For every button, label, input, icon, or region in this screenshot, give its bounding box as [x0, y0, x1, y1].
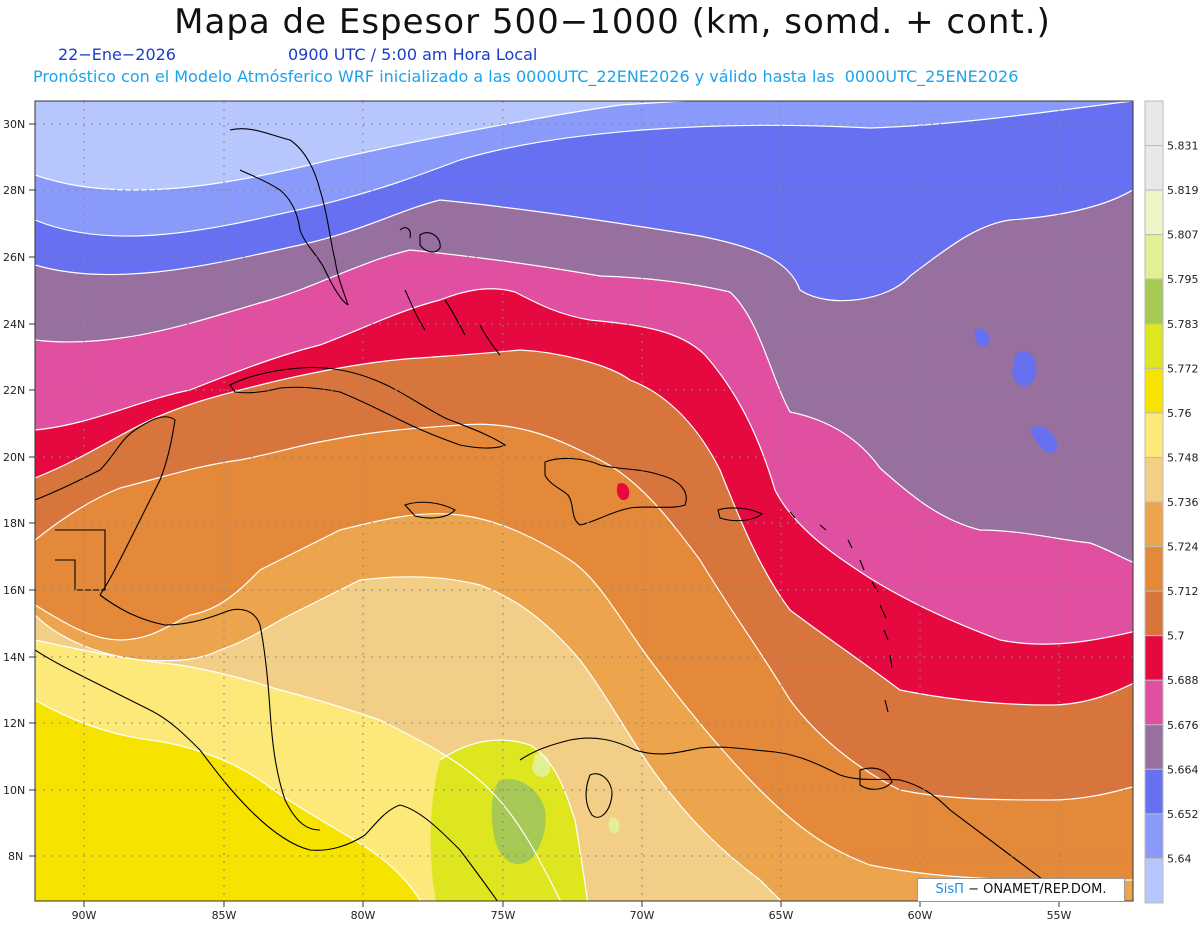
legend-label: 5.724: [1167, 541, 1199, 554]
lesser-antilles: [789, 511, 893, 713]
trinidad: [859, 767, 893, 790]
lat-label: 10N: [3, 784, 25, 797]
lat-label: 18N: [3, 517, 25, 530]
axis-ticks: [29, 123, 1060, 907]
legend-swatch: [1144, 679, 1164, 726]
lon-label: 70W: [630, 909, 655, 922]
lat-label: 12N: [3, 717, 25, 730]
legend-label: 5.783: [1167, 318, 1199, 331]
lat-label: 28N: [3, 184, 25, 197]
lon-label: 65W: [769, 909, 794, 922]
caribbean-coast-central-america: [99, 594, 321, 831]
legend-label: 5.819: [1167, 184, 1199, 197]
credit-org: − ONAMET/REP.DOM.: [968, 882, 1107, 897]
color-legend: 5.831 5.819 5.807 5.795 5.783 5.772 5.76 5.748 5…: [1144, 100, 1199, 904]
forecast-date: 22−Ene−2026: [58, 45, 176, 64]
lat-labels: 30N 28N 26N 24N 22N 20N 18N 16N 14N 12N …: [3, 118, 25, 863]
legend-swatch: [1144, 590, 1164, 637]
credit-box: SisΠ − ONAMET/REP.DOM.: [917, 878, 1125, 902]
band-5772: [35, 700, 421, 901]
legend-swatch: [1144, 724, 1164, 770]
lon-label: 80W: [351, 909, 376, 922]
lat-label: 24N: [3, 318, 25, 331]
forecast-time: 0900 UTC / 5:00 am Hora Local: [288, 45, 538, 64]
map-title: Mapa de Espesor 500−1000 (km, somd. + co…: [174, 2, 1051, 42]
legend-swatch: [1144, 635, 1164, 681]
legend-label: 5.676: [1167, 719, 1199, 732]
legend-label: 5.7: [1167, 630, 1185, 643]
puerto-rico: [717, 507, 764, 522]
legend-label: 5.807: [1167, 229, 1199, 242]
legend-swatch: [1144, 813, 1164, 859]
legend-swatch: [1144, 145, 1164, 191]
legend-label: 5.652: [1167, 808, 1199, 821]
legend-label: 5.772: [1167, 362, 1199, 375]
band-5664-islets: [974, 328, 1058, 453]
lat-label: 26N: [3, 251, 25, 264]
legend-swatch: [1144, 546, 1164, 592]
lon-labels: 90W 85W 80W 75W 70W 65W 60W 55W: [72, 909, 1072, 922]
map-frame: [34, 100, 1134, 902]
legend-label: 5.664: [1167, 763, 1199, 776]
legend-swatch: [1144, 768, 1164, 815]
legend-swatch: [1144, 189, 1164, 236]
legend-swatch: [1144, 456, 1164, 503]
lat-label: 22N: [3, 384, 25, 397]
lat-label: 16N: [3, 584, 25, 597]
legend-swatch: [1144, 278, 1164, 325]
lake-maracaibo: [585, 773, 613, 818]
cuba: [229, 367, 507, 449]
legend-swatch: [1144, 412, 1164, 458]
florida-coast: [229, 128, 349, 306]
credit-brand: SisΠ: [935, 882, 964, 897]
lon-label: 85W: [212, 909, 237, 922]
legend-label: 5.736: [1167, 496, 1199, 509]
coastlines: [35, 128, 1071, 901]
thickness-bands: [35, 101, 1133, 901]
lon-label: 75W: [491, 909, 516, 922]
jamaica: [404, 501, 456, 519]
legend-label: 5.831: [1167, 140, 1199, 153]
legend-swatch: [1144, 100, 1164, 147]
lon-label: 55W: [1047, 909, 1072, 922]
bahamas: [399, 227, 501, 356]
contour-lines: [35, 101, 1133, 901]
band-5700-islet: [616, 483, 630, 501]
lat-label: 20N: [3, 451, 25, 464]
graticule: [35, 101, 1133, 901]
legend-swatch: [1144, 323, 1164, 369]
mexico-border: [55, 529, 106, 591]
forecast-description: Pronóstico con el Modelo Atmósferico WRF…: [33, 67, 1019, 86]
lon-label: 90W: [72, 909, 97, 922]
legend-label: 5.712: [1167, 585, 1199, 598]
legend-swatch: [1144, 857, 1164, 904]
legend-label: 5.795: [1167, 273, 1199, 286]
lon-label: 60W: [908, 909, 933, 922]
band-5795: [491, 779, 546, 864]
legend-label: 5.748: [1167, 451, 1199, 464]
legend-swatch: [1144, 234, 1164, 280]
central-america-coast: [35, 649, 498, 901]
lat-label: 30N: [3, 118, 25, 131]
hispaniola: [544, 457, 687, 526]
yucatan-coast: [35, 416, 176, 596]
legend-label: 5.64: [1167, 852, 1192, 865]
lat-label: 8N: [8, 850, 23, 863]
legend-label: 5.76: [1167, 407, 1192, 420]
south-america-coast: [519, 737, 1071, 901]
legend-swatch: [1144, 367, 1164, 414]
legend-swatch: [1144, 501, 1164, 548]
legend-label: 5.688: [1167, 674, 1199, 687]
band-5807: [532, 753, 620, 834]
lat-label: 14N: [3, 651, 25, 664]
